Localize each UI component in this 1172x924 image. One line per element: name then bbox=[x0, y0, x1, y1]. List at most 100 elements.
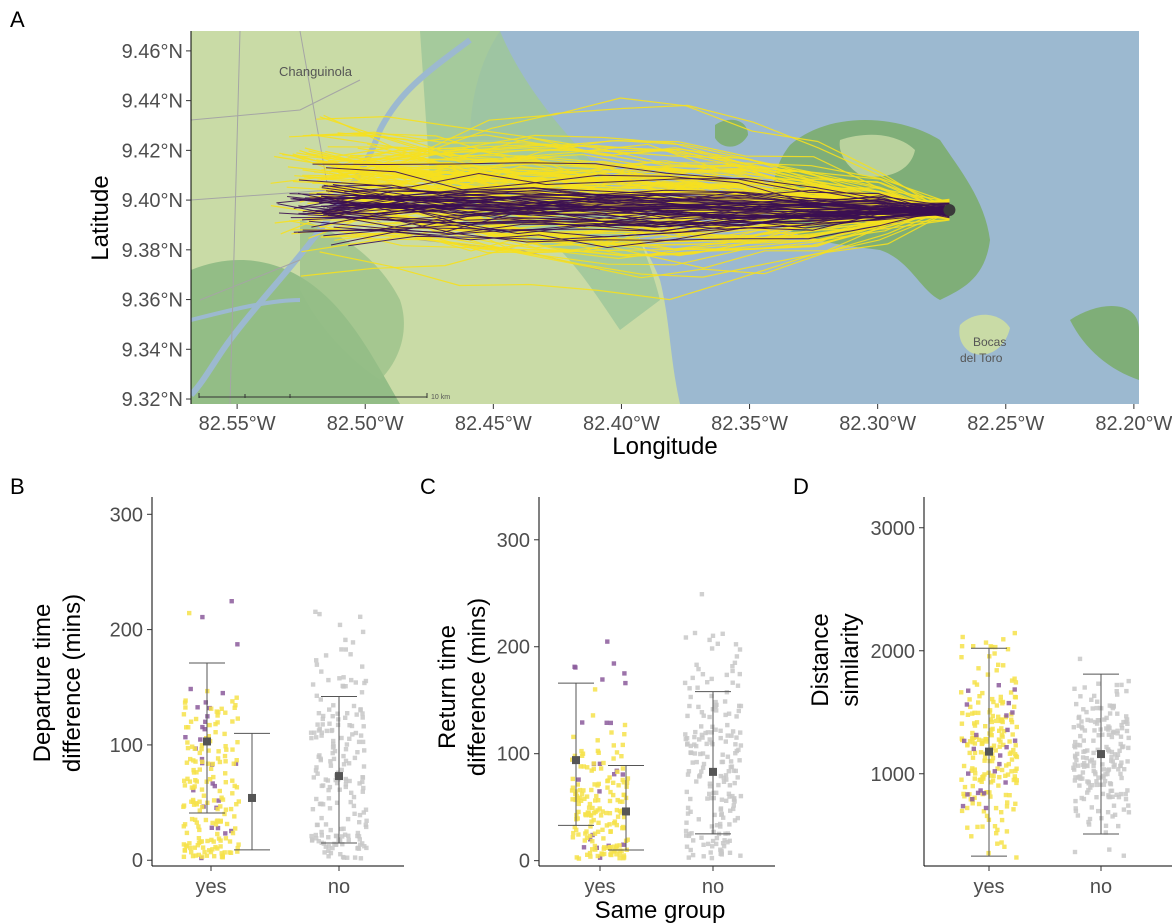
data-point-yellow bbox=[223, 780, 228, 785]
data-point-grey bbox=[1091, 750, 1096, 756]
data-point-yellow bbox=[232, 705, 237, 710]
data-point-grey bbox=[685, 811, 691, 816]
data-point-grey bbox=[1119, 682, 1124, 688]
data-point-yellow bbox=[970, 740, 975, 745]
data-point-grey bbox=[357, 837, 362, 842]
data-point-yellow bbox=[969, 768, 974, 773]
data-point-grey bbox=[710, 724, 715, 729]
data-point-grey bbox=[713, 699, 718, 705]
data-point-grey bbox=[697, 737, 702, 742]
data-point-yellow bbox=[219, 854, 225, 860]
data-point-yellow bbox=[590, 713, 596, 718]
data-point-yellow bbox=[1009, 769, 1014, 774]
data-point-grey bbox=[694, 743, 699, 749]
data-point-grey bbox=[1105, 768, 1111, 773]
data-point-yellow bbox=[595, 829, 601, 834]
data-point-grey bbox=[1100, 762, 1105, 767]
data-point-grey bbox=[1105, 810, 1111, 815]
data-point-grey bbox=[684, 844, 690, 849]
data-point-grey bbox=[718, 807, 723, 812]
data-point-yellow bbox=[598, 813, 604, 818]
data-point-grey bbox=[346, 833, 351, 838]
data-point-purple bbox=[992, 769, 997, 774]
data-point-yellow bbox=[230, 747, 235, 752]
data-point-grey bbox=[718, 773, 724, 779]
data-point-yellow bbox=[182, 783, 188, 788]
data-point-grey bbox=[733, 642, 739, 647]
yellow-track-line bbox=[319, 211, 950, 301]
data-point-yellow bbox=[231, 761, 236, 766]
data-point-grey bbox=[1094, 782, 1099, 788]
data-point-grey bbox=[709, 676, 714, 682]
data-point-grey bbox=[1119, 744, 1125, 750]
data-point-grey bbox=[720, 841, 726, 846]
data-point-yellow bbox=[200, 845, 206, 850]
data-point-yellow bbox=[193, 778, 198, 783]
data-point-yellow bbox=[590, 847, 595, 852]
data-point-grey bbox=[703, 730, 708, 736]
data-point-grey bbox=[1096, 808, 1101, 814]
panel-c-points bbox=[569, 592, 744, 861]
data-point-grey bbox=[313, 768, 319, 773]
data-point-yellow bbox=[978, 777, 983, 782]
data-point-grey bbox=[1112, 752, 1118, 757]
data-point-grey bbox=[337, 676, 342, 681]
data-point-grey bbox=[356, 846, 362, 851]
data-point-purple bbox=[200, 724, 205, 730]
data-point-yellow bbox=[194, 770, 199, 775]
data-point-yellow bbox=[235, 740, 240, 745]
data-point-grey bbox=[1072, 762, 1077, 767]
data-point-grey bbox=[686, 855, 691, 860]
map-panel: Changuinola Bocas del Toro 10 km 9.46°N9… bbox=[87, 31, 1172, 460]
data-point-yellow bbox=[614, 750, 620, 755]
data-point-grey bbox=[331, 703, 336, 708]
mean-marker bbox=[1097, 750, 1105, 759]
data-point-purple bbox=[608, 720, 613, 726]
data-point-yellow bbox=[999, 767, 1005, 773]
data-point-grey bbox=[731, 806, 736, 812]
data-point-grey bbox=[1094, 721, 1100, 726]
data-point-grey bbox=[685, 713, 690, 719]
data-point-yellow bbox=[1007, 739, 1012, 744]
data-point-grey bbox=[338, 852, 343, 857]
data-point-grey bbox=[1100, 773, 1106, 779]
data-point-yellow bbox=[595, 853, 600, 859]
data-point-yellow bbox=[983, 736, 988, 742]
data-point-yellow bbox=[1014, 724, 1019, 730]
data-point-grey bbox=[690, 760, 695, 765]
yellow-track-line bbox=[327, 134, 950, 204]
data-point-yellow bbox=[994, 703, 1000, 708]
data-point-grey bbox=[363, 807, 369, 812]
data-point-grey bbox=[699, 835, 704, 840]
data-point-grey bbox=[359, 690, 365, 695]
data-point-yellow bbox=[959, 777, 964, 782]
data-point-grey bbox=[1075, 742, 1080, 748]
data-point-purple bbox=[202, 727, 207, 732]
data-point-yellow bbox=[978, 750, 984, 755]
data-point-grey bbox=[685, 772, 691, 777]
data-point-grey bbox=[721, 779, 727, 784]
data-point-purple bbox=[216, 798, 221, 803]
data-point-yellow bbox=[959, 721, 965, 726]
data-point-grey bbox=[1104, 715, 1109, 721]
data-point-grey bbox=[735, 775, 740, 780]
data-point-yellow bbox=[1012, 774, 1017, 779]
data-point-grey bbox=[707, 637, 712, 643]
data-point-grey bbox=[314, 822, 320, 828]
data-point-grey bbox=[700, 765, 706, 770]
data-point-yellow bbox=[988, 794, 993, 799]
panel-d-y-label-line2: similarity bbox=[837, 613, 864, 706]
data-point-yellow bbox=[228, 850, 234, 855]
data-point-yellow bbox=[1002, 844, 1007, 849]
data-point-yellow bbox=[989, 733, 994, 738]
data-point-grey bbox=[318, 756, 323, 761]
data-point-yellow bbox=[987, 758, 992, 764]
data-point-yellow bbox=[959, 655, 964, 660]
data-point-yellow bbox=[616, 783, 621, 788]
data-point-purple bbox=[611, 661, 617, 666]
data-point-yellow bbox=[585, 852, 590, 857]
data-point-grey bbox=[314, 658, 319, 663]
data-point-yellow bbox=[601, 760, 606, 766]
data-point-grey bbox=[732, 780, 737, 786]
data-point-yellow bbox=[617, 848, 622, 853]
